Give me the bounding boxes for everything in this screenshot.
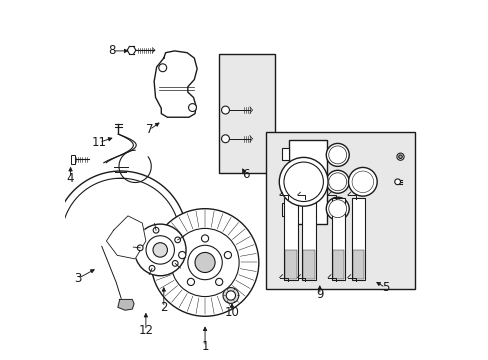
Circle shape <box>195 252 215 273</box>
Circle shape <box>223 288 238 303</box>
Circle shape <box>279 157 327 206</box>
Polygon shape <box>118 300 134 310</box>
Circle shape <box>146 236 174 264</box>
Text: 10: 10 <box>224 306 239 319</box>
Circle shape <box>215 278 223 285</box>
Circle shape <box>348 167 376 196</box>
Circle shape <box>221 106 229 114</box>
Circle shape <box>134 224 185 276</box>
Bar <box>303 251 314 279</box>
Circle shape <box>328 173 346 191</box>
Text: 12: 12 <box>138 324 153 337</box>
Text: 11: 11 <box>92 136 106 149</box>
Text: 9: 9 <box>315 288 323 301</box>
Bar <box>301 198 316 280</box>
Circle shape <box>153 243 167 257</box>
Bar <box>282 148 289 160</box>
Circle shape <box>398 155 402 158</box>
Circle shape <box>149 265 155 271</box>
Bar <box>352 251 363 279</box>
Text: 8: 8 <box>108 44 115 57</box>
Circle shape <box>394 179 400 185</box>
Circle shape <box>351 171 373 193</box>
Bar <box>265 132 414 289</box>
Text: 5: 5 <box>381 281 388 294</box>
Circle shape <box>328 200 346 218</box>
Circle shape <box>187 245 222 280</box>
Bar <box>282 203 289 216</box>
Circle shape <box>221 135 229 143</box>
Bar <box>333 251 343 279</box>
Text: 4: 4 <box>67 172 74 185</box>
Text: 3: 3 <box>74 272 81 285</box>
Circle shape <box>174 237 180 243</box>
Bar <box>289 140 326 224</box>
Circle shape <box>153 228 159 233</box>
Circle shape <box>171 228 239 297</box>
Circle shape <box>328 146 346 164</box>
Bar <box>285 251 297 279</box>
Bar <box>70 155 75 163</box>
Circle shape <box>188 104 196 112</box>
Circle shape <box>325 170 348 193</box>
Circle shape <box>172 261 178 266</box>
Circle shape <box>178 252 185 258</box>
Circle shape <box>226 291 235 300</box>
Circle shape <box>137 245 143 251</box>
Circle shape <box>396 153 403 160</box>
Circle shape <box>284 162 323 202</box>
Bar <box>332 198 344 280</box>
Circle shape <box>151 209 258 316</box>
Bar <box>284 198 298 280</box>
Circle shape <box>201 235 208 242</box>
Polygon shape <box>154 51 197 117</box>
Circle shape <box>325 143 348 166</box>
Circle shape <box>325 197 348 220</box>
Circle shape <box>187 278 194 285</box>
Text: 1: 1 <box>201 340 208 353</box>
Text: 6: 6 <box>242 168 249 181</box>
Circle shape <box>159 64 166 72</box>
Bar <box>219 54 274 173</box>
Bar <box>351 198 364 280</box>
Text: 2: 2 <box>160 301 167 314</box>
Text: 7: 7 <box>145 123 153 136</box>
Circle shape <box>224 252 231 258</box>
Polygon shape <box>106 216 145 259</box>
